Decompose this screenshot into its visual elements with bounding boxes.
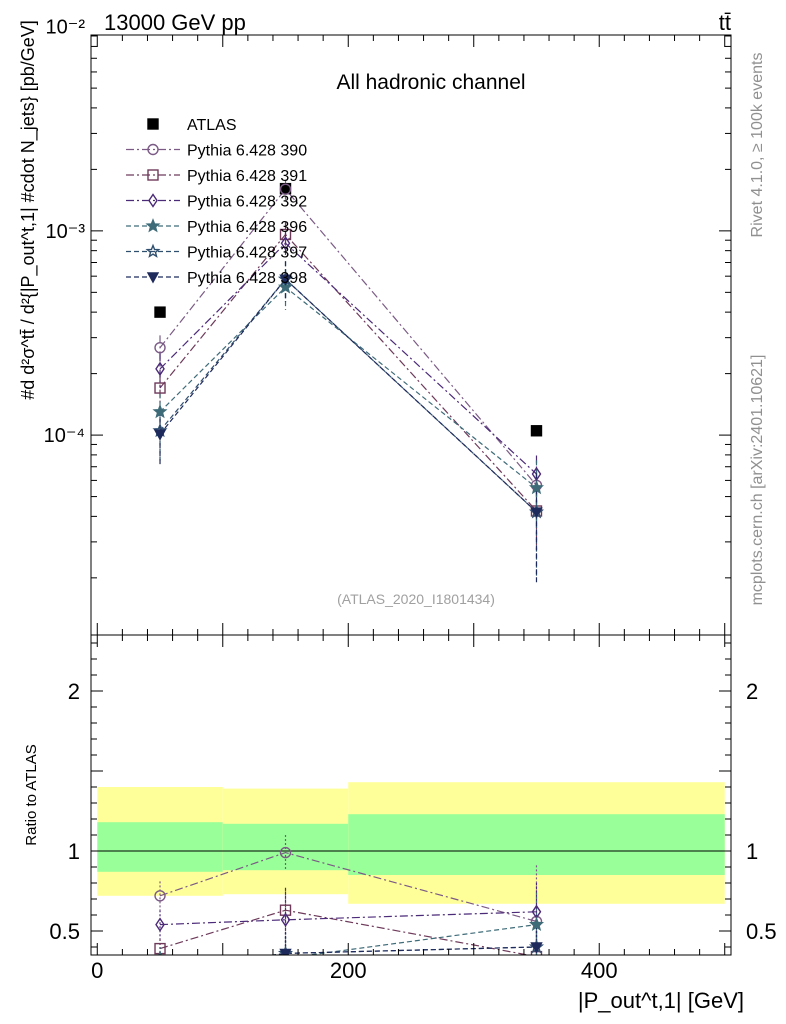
legend-marker [146, 272, 160, 284]
main-series-lines [159, 188, 537, 513]
main-y-tick-label: 10⁻³ [46, 221, 86, 243]
main-y-tick-label: 10⁻⁴ [44, 425, 85, 447]
ratio-point [279, 904, 292, 916]
ratio-point [279, 846, 292, 859]
plot-title: All hadronic channel [336, 71, 525, 94]
data-point [280, 235, 291, 251]
series-line-4 [159, 286, 537, 489]
data-point [154, 382, 166, 394]
series-line-1 [159, 188, 537, 486]
ratio-point [155, 967, 165, 976]
ratio-y-tick-label-right: 0.5 [746, 919, 777, 944]
ratio-y-axis-label: Ratio to ATLAS [23, 744, 40, 845]
x-tick-label: 200 [330, 958, 367, 983]
legend-marker [147, 169, 159, 181]
ratio-point [155, 917, 165, 932]
data-point [528, 479, 545, 495]
series-line-5 [159, 278, 537, 513]
data-point [530, 425, 543, 437]
legend-marker [147, 118, 159, 130]
legend-label: Pythia 6.428 390 [187, 143, 307, 160]
ratio-point [528, 916, 545, 931]
ratio-point [530, 942, 543, 954]
data-point [279, 183, 292, 195]
data-point [153, 429, 167, 441]
axis-tick-labels: 10⁻² 10⁻³ 10⁻⁴ 2 2 1 1 0.5 0.5 0 200 400 [44, 17, 777, 983]
analysis-tag: (ATLAS_2020_I1801434) [337, 591, 495, 607]
x-tick-label: 400 [581, 958, 618, 983]
ratio-line-2 [159, 911, 537, 926]
rivet-label: Rivet 4.1.0, ≥ 100k events [749, 53, 766, 238]
data-point [530, 507, 543, 519]
data-point [279, 274, 292, 286]
mcplots-label: mcplots.cern.ch [arXiv:2401.10621] [749, 355, 766, 606]
ratio-frame [90, 634, 732, 956]
ratio-point [280, 912, 291, 928]
x-axis-label: |P_out^t,1| [GeV] [578, 988, 744, 1013]
legend-marker [145, 218, 161, 233]
ratio-y-tick-label-right: 2 [746, 679, 758, 704]
legend-label: Pythia 6.428 392 [187, 194, 307, 211]
data-point [279, 228, 292, 241]
ratio-y-tick-label-left: 2 [68, 679, 80, 704]
legend-label: Pythia 6.428 397 [187, 245, 307, 262]
ratio-y-tick-label-left: 1 [68, 839, 80, 864]
ratio-y-tick-label-left: 0.5 [49, 919, 80, 944]
main-y-tick-label: 10⁻² [46, 17, 86, 39]
main-error-bars [159, 179, 538, 583]
legend-marker [148, 193, 158, 208]
data-point [152, 403, 168, 419]
band-green-0 [97, 822, 223, 872]
legend: ATLAS Pythia 6.428 390 Pythia 6.428 391 Pyt… [126, 117, 307, 287]
data-point [155, 361, 165, 377]
ratio-point [158, 950, 162, 955]
main-y-axis-label: #d d²σ^tt̄ / d²{|P_out^t,1| #cdot N_jets… [18, 20, 39, 400]
ratio-point [154, 890, 166, 902]
axis-ticks [91, 35, 731, 955]
ratio-point [279, 948, 292, 955]
ratio-point [154, 963, 165, 974]
data-point [154, 341, 166, 354]
legend-marker [145, 243, 161, 258]
legend-label: Pythia 6.428 396 [187, 219, 307, 236]
x-tick-label: 0 [91, 958, 103, 983]
band-green-2 [348, 814, 725, 875]
legend-label: Pythia 6.428 398 [187, 270, 307, 287]
main-markers [152, 182, 545, 519]
series-line-6 [159, 278, 537, 513]
legend-marker [147, 143, 159, 156]
process-label: tt̄ [719, 10, 731, 35]
legend-label: ATLAS [187, 117, 237, 134]
ratio-y-tick-label-right: 1 [746, 839, 758, 864]
legend-label: Pythia 6.428 391 [187, 168, 307, 185]
energy-label: 13000 GeV pp [104, 10, 246, 35]
data-point [154, 306, 166, 318]
ratio-markers [154, 846, 545, 976]
